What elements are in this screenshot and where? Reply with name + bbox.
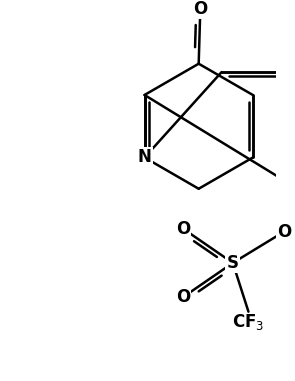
Text: N: N — [137, 149, 151, 166]
Text: O: O — [176, 219, 190, 237]
Text: O: O — [193, 0, 207, 18]
Text: O: O — [277, 223, 291, 241]
Text: O: O — [176, 288, 190, 306]
Text: CF$_3$: CF$_3$ — [232, 312, 265, 332]
Text: S: S — [227, 254, 239, 272]
